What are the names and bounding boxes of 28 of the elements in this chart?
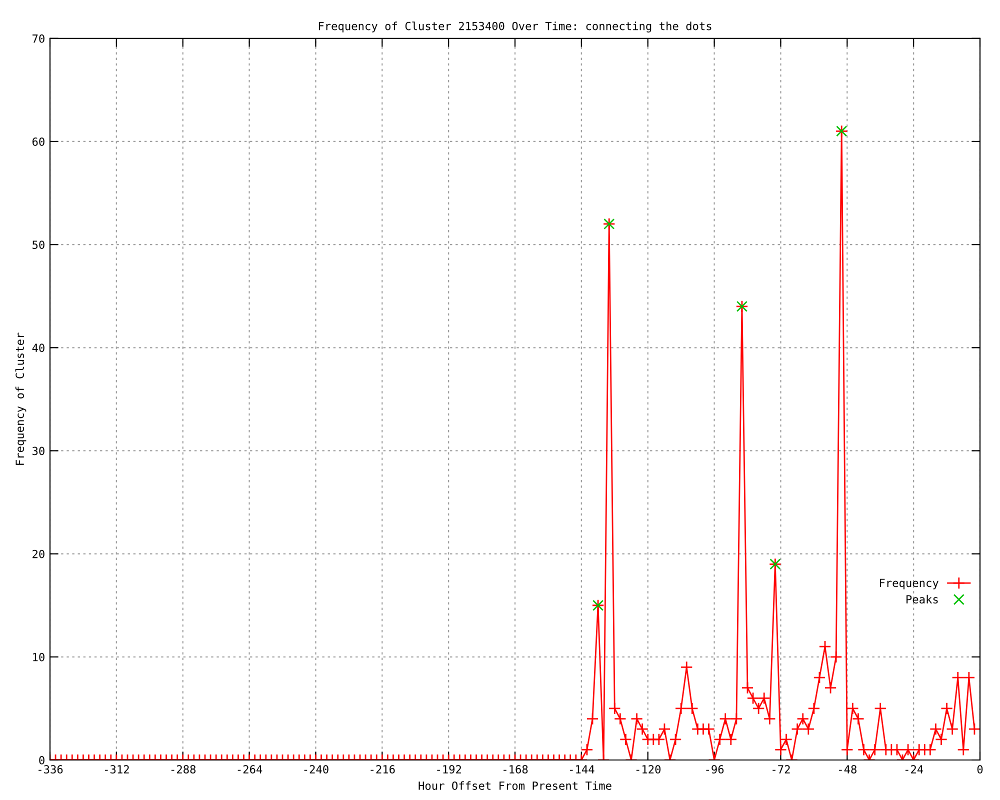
x-tick-label: -336 — [38, 765, 63, 774]
x-axis-title: Hour Offset From Present Time — [418, 781, 612, 790]
x-tick-label: -120 — [636, 765, 661, 774]
x-tick-label: -72 — [772, 765, 790, 774]
y-tick-label: 70 — [32, 34, 44, 43]
x-tick-label: -48 — [839, 765, 856, 774]
x-tick-label: -144 — [570, 765, 594, 774]
y-tick-label: 30 — [32, 446, 44, 456]
x-tick-label: -264 — [238, 765, 262, 774]
y-tick-label: 20 — [32, 550, 44, 558]
x-tick-label: -24 — [905, 765, 924, 774]
y-tick-label: 0 — [39, 756, 44, 764]
chart-title: Frequency of Cluster 2153400 Over Time: connecting the dots — [318, 22, 712, 32]
x-tick-label: -288 — [171, 765, 196, 774]
x-tick-label: -216 — [370, 765, 395, 774]
y-tick-label: 40 — [32, 344, 44, 352]
legend-label: Frequency — [880, 578, 938, 590]
legend-label: Peaks — [906, 594, 938, 604]
x-tick-label: -192 — [437, 765, 462, 774]
x-tick-label: -312 — [104, 765, 129, 774]
y-axis-title: Frequency of Cluster — [15, 332, 26, 465]
x-tick-label: -96 — [706, 765, 724, 774]
y-tick-label: 60 — [32, 137, 44, 146]
x-tick-label: -168 — [504, 765, 528, 774]
y-tick-label: 10 — [33, 652, 44, 662]
y-tick-label: 50 — [32, 240, 44, 249]
x-tick-label: 0 — [977, 765, 983, 774]
x-tick-label: -240 — [304, 765, 328, 774]
